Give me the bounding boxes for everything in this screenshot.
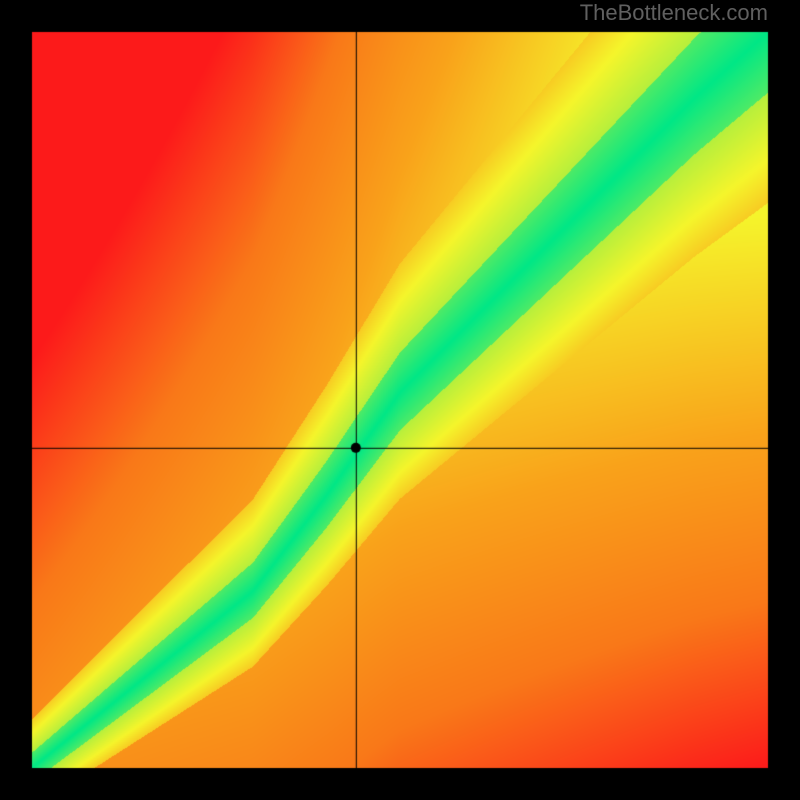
bottleneck-heatmap-canvas xyxy=(0,0,800,800)
watermark-text: TheBottleneck.com xyxy=(580,0,768,26)
chart-container: TheBottleneck.com xyxy=(0,0,800,800)
